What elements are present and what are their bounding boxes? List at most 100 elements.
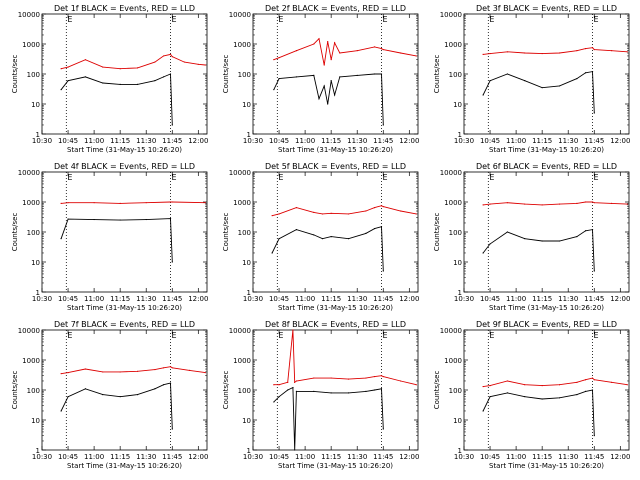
events-data-point — [576, 236, 578, 238]
lld-data-point — [295, 50, 298, 52]
y-axis: 1 10 100 1000 10000 — [229, 169, 418, 297]
lld-data-point — [327, 41, 329, 43]
lld-data-point — [380, 375, 383, 377]
y-tick-label: 1 — [247, 289, 251, 297]
events-data-point — [330, 236, 332, 238]
y-tick-label: 10 — [453, 417, 462, 425]
events-series-line — [273, 386, 384, 451]
x-tick-label: 11:00 — [506, 453, 526, 461]
x-tick-label: 11:00 — [295, 453, 315, 461]
lld-data-point — [169, 53, 172, 56]
time-marker-label: E — [489, 173, 494, 182]
time-marker-label: E — [67, 173, 72, 182]
events-data-point — [356, 74, 358, 76]
x-tick-label: 11:30 — [347, 137, 367, 145]
time-marker-label: E — [172, 173, 177, 182]
x-tick-label: 11:30 — [558, 137, 578, 145]
lld-data-point — [189, 369, 191, 372]
y-axis-label: Counts/sec — [222, 55, 230, 94]
lld-data-point — [611, 202, 613, 204]
lld-data-point — [415, 384, 417, 386]
x-tick-label: 12:00 — [610, 295, 630, 303]
x-tick-label: 11:30 — [558, 453, 578, 461]
plot-frame — [41, 13, 208, 135]
lld-data-point — [67, 66, 69, 68]
x-tick-label: 11:45 — [584, 295, 604, 303]
panel-det-2f: Det 2f BLACK = Events, RED = LLD11010010… — [222, 4, 419, 154]
y-tick-label: 1 — [36, 447, 40, 455]
events-series-line — [60, 218, 173, 263]
y-axis: 1 10 100 1000 10000 — [18, 11, 207, 139]
lld-data-point — [382, 206, 384, 208]
events-series-line — [271, 226, 384, 272]
events-data-point — [373, 227, 376, 230]
lld-data-point — [271, 215, 273, 217]
x-tick-label: 10:30 — [32, 453, 52, 461]
x-tick-label: 11:00 — [84, 137, 104, 145]
x-tick-label: 11:45 — [584, 453, 604, 461]
time-marker-label: E — [489, 15, 494, 24]
lld-data-point — [169, 366, 172, 368]
x-axis: 10:30 10:45 11:00 11:15 11:30 11:45 12:00 — [454, 14, 630, 145]
lld-data-point — [524, 52, 526, 54]
y-tick-label: 10000 — [229, 169, 251, 177]
x-axis: 10:30 10:45 11:00 11:15 11:30 11:45 12:00 — [32, 172, 208, 303]
lld-data-point — [119, 371, 121, 373]
events-data-point — [591, 71, 594, 73]
events-data-point — [380, 388, 383, 390]
x-tick-label: 10:30 — [243, 453, 263, 461]
y-tick-label: 100 — [27, 387, 40, 395]
panel-title: Det 6f BLACK = Events, RED = LLD — [476, 162, 617, 171]
lld-data-point — [136, 370, 139, 372]
lld-data-point — [330, 59, 332, 61]
events-data-point — [119, 83, 121, 86]
x-tick-label: 11:15 — [532, 295, 552, 303]
events-data-point — [321, 238, 324, 240]
events-data-point — [169, 73, 172, 75]
time-marker-label: E — [278, 15, 283, 24]
lld-data-point — [102, 66, 104, 68]
lld-data-point — [591, 47, 594, 49]
events-data-point — [93, 218, 95, 221]
lld-data-point — [330, 212, 332, 214]
events-data-point — [591, 389, 594, 391]
lld-data-point — [482, 53, 484, 56]
events-data-point — [593, 112, 595, 114]
x-tick-label: 10:30 — [32, 137, 52, 145]
x-tick-label: 12:00 — [399, 453, 419, 461]
plot-frame — [252, 329, 419, 451]
x-tick-label: 11:30 — [347, 453, 367, 461]
x-axis: 10:30 10:45 11:00 11:15 11:30 11:45 12:00 — [32, 14, 208, 145]
lld-data-point — [356, 50, 358, 52]
x-tick-label: 11:45 — [162, 137, 182, 145]
y-tick-label: 10 — [453, 259, 462, 267]
x-axis-label: Start Time (31-May-15 10:26:20) — [489, 146, 604, 154]
events-data-point — [84, 388, 87, 390]
y-tick-label: 10000 — [229, 11, 251, 19]
lld-data-point — [489, 52, 491, 55]
events-data-point — [318, 98, 320, 100]
x-axis-label: Start Time (31-May-15 10:26:20) — [67, 146, 182, 154]
plot-frame — [463, 13, 630, 135]
y-tick-label: 10000 — [229, 327, 251, 335]
x-tick-label: 11:30 — [347, 295, 367, 303]
y-axis: 1 10 100 1000 10000 — [18, 169, 207, 297]
events-data-point — [373, 389, 376, 391]
x-tick-label: 10:30 — [243, 295, 263, 303]
lld-data-point — [524, 384, 526, 386]
panel-det-3f: Det 3f BLACK = Events, RED = LLD11010010… — [433, 4, 630, 154]
lld-data-point — [334, 42, 336, 44]
lld-data-point — [330, 377, 332, 379]
lld-data-point — [171, 367, 173, 369]
events-data-point — [593, 270, 595, 272]
events-data-point — [102, 82, 104, 84]
y-tick-label: 1000 — [22, 41, 40, 49]
y-tick-label: 100 — [238, 71, 251, 79]
y-axis: 1 10 100 1000 10000 — [440, 11, 629, 139]
lld-data-point — [506, 202, 509, 204]
events-data-point — [273, 89, 275, 91]
x-tick-label: 11:15 — [110, 137, 130, 145]
lld-data-point — [489, 385, 491, 387]
events-data-point — [84, 76, 87, 78]
